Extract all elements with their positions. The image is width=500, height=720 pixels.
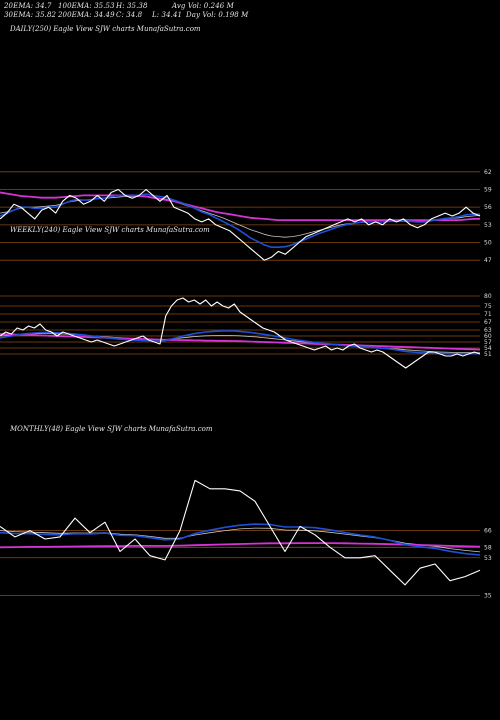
monthly-ema-mid-line	[0, 527, 481, 553]
weekly-panel-label: WEEKLY(240) Eagle View SJW charts Munafa…	[10, 226, 210, 234]
daily-ema-short-line	[0, 193, 480, 248]
weekly-tick-label: 60	[484, 333, 492, 340]
monthly-tick-label: 53	[484, 555, 492, 562]
weekly-tick-label: 51	[484, 351, 492, 358]
weekly-tick-label: 71	[484, 311, 492, 318]
daily-tick-label: 62	[484, 169, 492, 176]
weekly-price-line	[0, 297, 481, 369]
monthly-tick-label: 35	[484, 592, 492, 599]
weekly-tick-label: 63	[484, 327, 492, 334]
ema30-readout: 30EMA: 35.82	[4, 11, 57, 19]
weekly-tick-label: 67	[484, 319, 492, 326]
weekly-tick-label: 80	[484, 293, 492, 300]
daily-panel: 62 59 56 53 50 47	[0, 169, 492, 264]
high-readout: H: 35.38	[116, 2, 148, 10]
daily-tick-label: 59	[484, 186, 492, 193]
weekly-ema-short-line	[0, 330, 480, 355]
daily-tick-label: 53	[484, 222, 492, 229]
monthly-panel: 66 58 53 35	[0, 479, 492, 599]
daily-tick-label: 56	[484, 204, 492, 211]
monthly-ema-short-line	[0, 523, 481, 556]
weekly-tick-label: 54	[484, 345, 492, 352]
monthly-panel-label: MONTHLY(48) Eagle View SJW charts Munafa…	[10, 425, 213, 433]
weekly-ema-long-line	[0, 333, 481, 351]
avg-vol-readout: Avg Vol: 0.246 M	[172, 2, 234, 10]
daily-panel-label: DAILY(250) Eagle View SJW charts MunafaS…	[10, 25, 201, 33]
monthly-ema-long-line	[0, 542, 481, 549]
daily-tick-label: 47	[484, 257, 492, 264]
weekly-tick-label: 57	[484, 339, 492, 346]
low-readout: L: 34.41	[152, 11, 183, 19]
ema100-readout: 100EMA: 35.53	[58, 2, 115, 10]
day-vol-readout: Day Vol: 0.198 M	[186, 11, 249, 19]
weekly-tick-label: 75	[484, 303, 492, 310]
ema20-readout: 20EMA: 34.7	[4, 2, 52, 10]
daily-tick-label: 50	[484, 240, 492, 247]
daily-price-line	[0, 188, 481, 261]
ema200-readout: 200EMA: 34.49	[58, 11, 115, 19]
monthly-price-line	[0, 479, 481, 586]
close-readout: C: 34.8	[116, 11, 143, 19]
monthly-tick-label: 66	[484, 528, 492, 535]
monthly-tick-label: 58	[484, 544, 492, 551]
